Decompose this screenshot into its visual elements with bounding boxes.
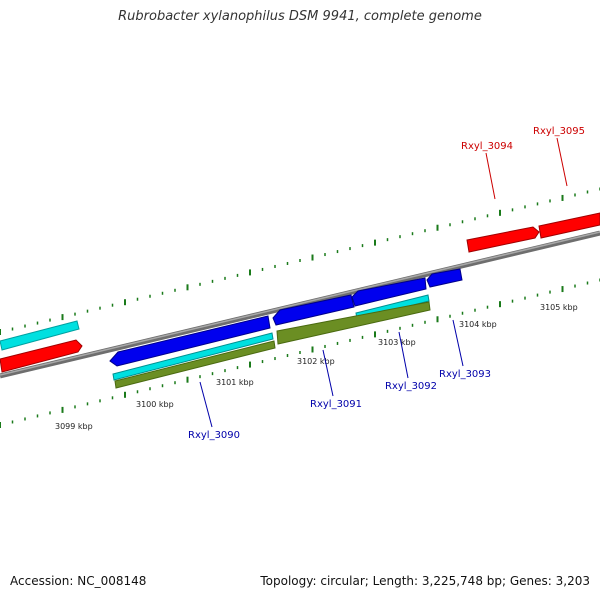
gene-label-rxyl-3094: Rxyl_3094: [461, 141, 513, 152]
leader-line-rxyl-3093: [452, 319, 464, 367]
topology-summary-text: Topology: circular; Length: 3,225,748 bp…: [260, 574, 590, 588]
tick-label-3105: 3105 kbp: [540, 303, 578, 312]
forward-gene-left: [0, 339, 83, 373]
gene-label-rxyl-3091: Rxyl_3091: [310, 399, 362, 410]
tick-label-3104: 3104 kbp: [459, 320, 497, 329]
tick-label-3101: 3101 kbp: [216, 378, 254, 387]
tick-label-3099: 3099 kbp: [55, 422, 93, 431]
leader-line-rxyl-3095: [556, 137, 568, 187]
olive-feature-1: [114, 340, 276, 389]
gene-label-rxyl-3090: Rxyl_3090: [188, 430, 240, 441]
ruler-lower-ticks: [0, 278, 600, 428]
gene-arrow-rxyl-3093: [426, 268, 463, 288]
map-title: Rubrobacter xylanophilus DSM 9941, compl…: [118, 9, 482, 24]
leader-line-rxyl-3091: [322, 349, 334, 397]
genome-backbone-highlight: [0, 231, 600, 376]
gene-arrow-rxyl-3095: [538, 212, 600, 239]
leader-line-rxyl-3092: [398, 331, 409, 379]
leader-line-rxyl-3094: [485, 152, 496, 200]
accession-text: Accession: NC_008148: [10, 574, 147, 588]
gene-label-rxyl-3095: Rxyl_3095: [533, 126, 585, 137]
leader-line-rxyl-3090: [199, 381, 213, 428]
gene-label-rxyl-3093: Rxyl_3093: [439, 369, 491, 380]
gene-arrow-rxyl-3090: [109, 315, 271, 367]
gene-arrow-rxyl-3091: [272, 294, 355, 326]
genome-backbone: [0, 230, 600, 379]
forward-cyan-feature-left: [0, 320, 80, 351]
gene-label-rxyl-3092: Rxyl_3092: [385, 381, 437, 392]
olive-feature-2: [276, 301, 431, 345]
ruler-upper-ticks: [0, 187, 600, 335]
cyan-feature-1: [112, 332, 274, 381]
tick-label-3100: 3100 kbp: [136, 400, 174, 409]
gene-arrow-rxyl-3094: [466, 226, 540, 253]
gene-arrow-rxyl-3092: [351, 277, 427, 307]
tick-label-3103: 3103 kbp: [378, 338, 416, 347]
tick-label-3102: 3102 kbp: [297, 357, 335, 366]
